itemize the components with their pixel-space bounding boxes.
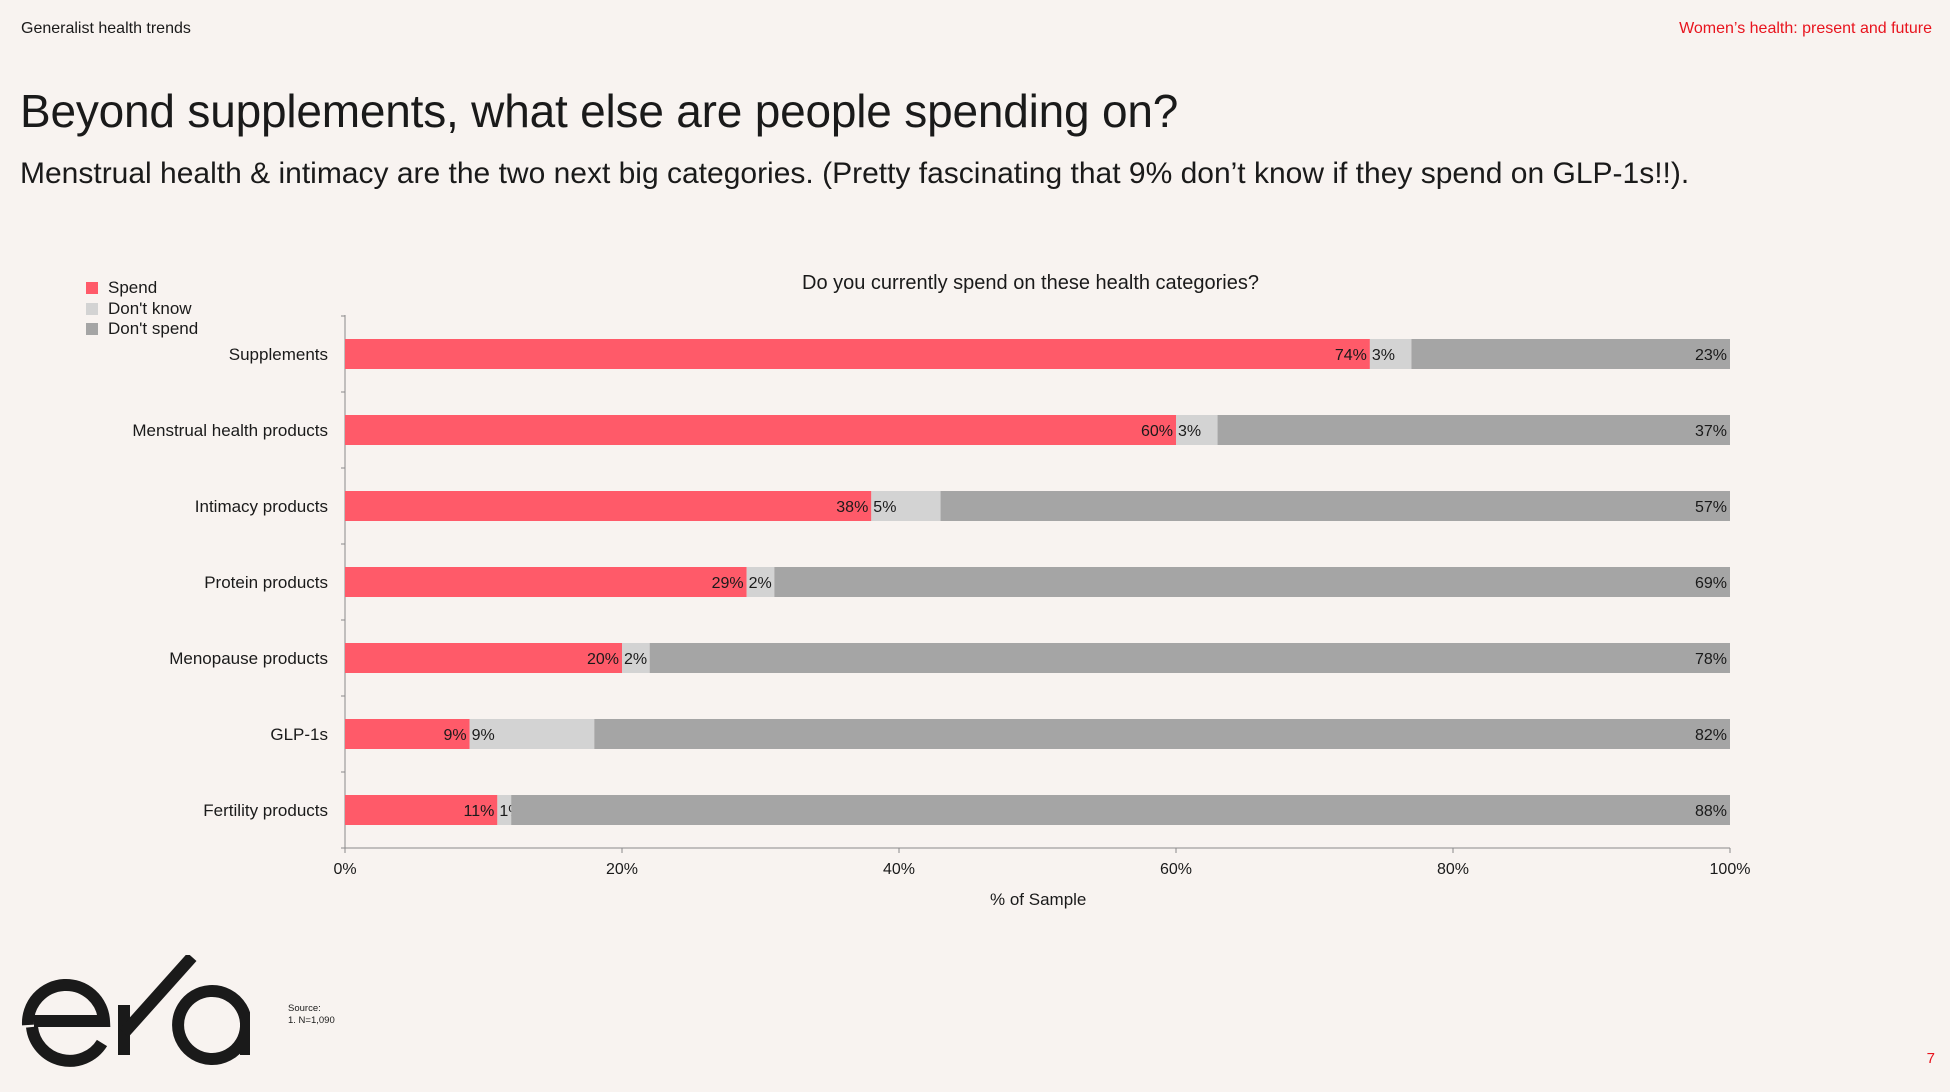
x-tick-label: 100% — [1710, 861, 1751, 878]
legend-swatch-dont-know — [86, 302, 98, 315]
y-category-label: Supplements — [229, 345, 328, 364]
stacked-bar-chart: 0% 20% 40% 60% 80% 100% Supplements 74% 3% 23% Men… — [132, 315, 1751, 878]
bar-segment — [511, 795, 1731, 825]
y-category-label: Protein products — [204, 573, 328, 592]
data-label: 9% — [444, 727, 467, 744]
eka-logo — [21, 955, 250, 1067]
bar-segment — [1217, 415, 1730, 445]
x-tick-label: 80% — [1437, 861, 1469, 878]
legend-label-spend: Spend — [108, 278, 158, 298]
chart-legend: Spend Don't know Don't spend — [86, 278, 198, 340]
data-label: 69% — [1695, 575, 1727, 592]
bar-segment — [871, 491, 941, 521]
bar-segment — [774, 567, 1730, 597]
bar-segment — [345, 415, 1176, 445]
data-label: 37% — [1695, 423, 1727, 440]
y-category-label: Menstrual health products — [132, 421, 328, 440]
data-label: 60% — [1141, 423, 1173, 440]
data-label: 29% — [712, 575, 744, 592]
x-tick-label: 40% — [883, 861, 915, 878]
legend-swatch-dont-spend — [86, 323, 98, 336]
x-axis-label: % of Sample — [990, 890, 1087, 909]
legend-label-dont-spend: Don't spend — [108, 319, 199, 339]
legend-item-dont-know: Don't know — [86, 299, 198, 320]
x-tick-label: 60% — [1160, 861, 1192, 878]
data-label: 3% — [1372, 347, 1395, 364]
data-label: 88% — [1695, 803, 1727, 820]
data-label: 9% — [472, 727, 495, 744]
data-label: 78% — [1695, 651, 1727, 668]
bar-segment — [345, 491, 872, 521]
bar-segment — [1176, 415, 1218, 445]
section-label: Generalist health trends — [21, 20, 191, 37]
page-title: Beyond supplements, what else are people… — [20, 85, 1179, 137]
y-category-label: GLP-1s — [270, 725, 328, 744]
page-subtitle: Menstrual health & intimacy are the two … — [20, 157, 1690, 190]
bar-segment — [497, 795, 512, 825]
y-category-label: Menopause products — [169, 649, 328, 668]
data-label: 57% — [1695, 499, 1727, 516]
bar-segment — [345, 339, 1370, 369]
data-label: 20% — [587, 651, 619, 668]
bar-segment — [345, 795, 498, 825]
data-label: 5% — [873, 499, 896, 516]
chart-title: Do you currently spend on these health c… — [802, 272, 1259, 294]
data-label: 82% — [1695, 727, 1727, 744]
data-label: 2% — [749, 575, 772, 592]
page-number: 7 — [1926, 1050, 1935, 1067]
x-tick-label: 0% — [333, 861, 356, 878]
x-tick-label: 20% — [606, 861, 638, 878]
legend-item-dont-spend: Don't spend — [86, 319, 198, 340]
bar-segment — [746, 567, 775, 597]
source-note: Source: 1. N=1,090 — [288, 1003, 335, 1027]
data-label: 2% — [624, 651, 647, 668]
source-label: Source: — [288, 1003, 321, 1014]
data-label: 38% — [836, 499, 868, 516]
legend-label-dont-know: Don't know — [108, 298, 192, 318]
bar-segment — [649, 643, 1731, 673]
data-label: 23% — [1695, 347, 1727, 364]
data-label: 11% — [464, 803, 495, 820]
bar-segment — [469, 719, 595, 749]
bar-segment — [622, 643, 650, 673]
bar-segment — [345, 719, 470, 749]
y-category-label: Intimacy products — [195, 497, 328, 516]
bar-segment — [594, 719, 1730, 749]
y-category-label: Fertility products — [203, 801, 328, 820]
legend-item-spend: Spend — [86, 278, 198, 299]
data-label: 3% — [1178, 423, 1201, 440]
data-label: 74% — [1335, 347, 1367, 364]
source-footnote: 1. N=1,090 — [288, 1015, 335, 1026]
legend-swatch-spend — [86, 282, 98, 295]
bar-segment — [345, 643, 622, 673]
bar-segment — [940, 491, 1730, 521]
bar-segment — [345, 567, 747, 597]
deck-title: Women’s health: present and future — [1679, 20, 1932, 37]
bar-segment — [1369, 339, 1412, 369]
bar-segment — [1411, 339, 1730, 369]
